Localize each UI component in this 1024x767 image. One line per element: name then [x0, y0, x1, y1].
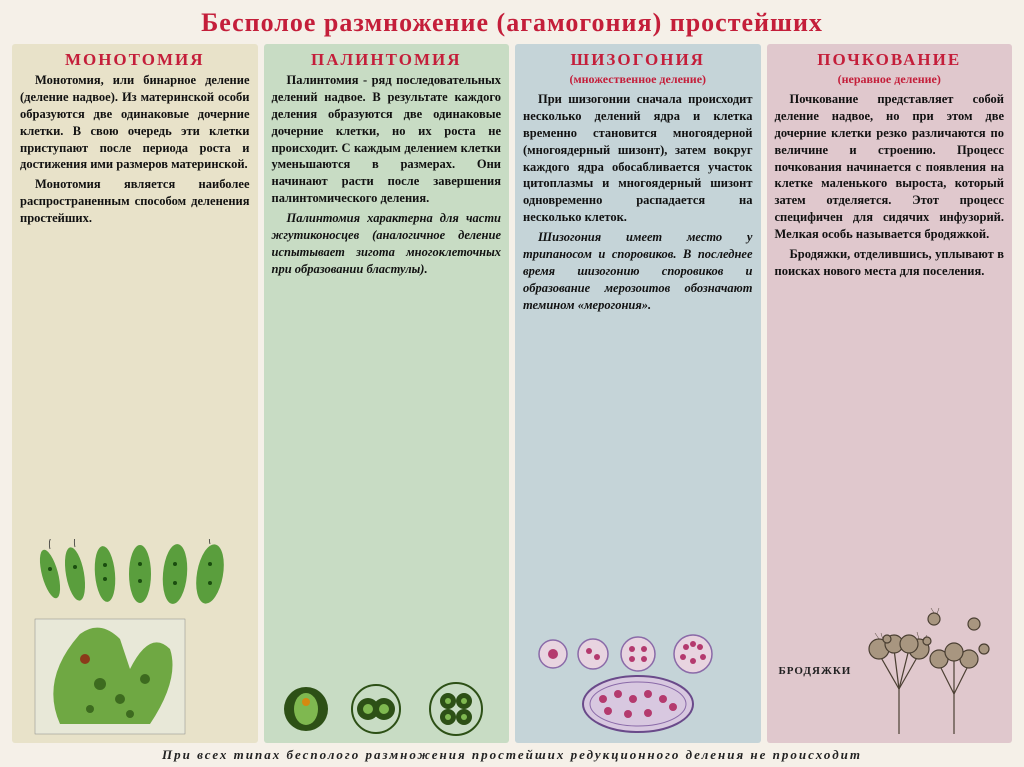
col-title-1: МОНОТОМИЯ	[20, 50, 250, 70]
col-title-3: ШИЗОГОНИЯ	[523, 50, 753, 70]
col-text-1: Монотомия, или бинарное деление (деление…	[20, 72, 250, 230]
page-title: Бесполое размножение (агамогония) просте…	[12, 8, 1012, 38]
column-palintomia: ПАЛИНТОМИЯ Палинтомия - ряд последовател…	[264, 44, 510, 743]
column-shizogonia: ШИЗОГОНИЯ (множественное деление) При ши…	[515, 44, 761, 743]
footer-note: При всех типах бесполого размножения про…	[12, 743, 1012, 763]
col-subtitle-4: (неравное деление)	[775, 72, 1005, 87]
col-subtitle-3: (множественное деление)	[523, 72, 753, 87]
column-pochkovanie: ПОЧКОВАНИЕ (неравное деление) Почкование…	[767, 44, 1013, 743]
illus-green-cells	[272, 665, 502, 739]
col-title-2: ПАЛИНТОМИЯ	[272, 50, 502, 70]
col-title-4: ПОЧКОВАНИЕ	[775, 50, 1005, 70]
illus-label-4: БРОДЯЖКИ	[779, 665, 852, 677]
columns-wrapper: МОНОТОМИЯ Монотомия, или бинарное делени…	[12, 44, 1012, 743]
col-text-2: Палинтомия - ряд последовательных делени…	[272, 72, 502, 281]
illus-budding: БРОДЯЖКИ	[775, 595, 1005, 739]
illus-euglena	[20, 535, 250, 739]
column-monotomia: МОНОТОМИЯ Монотомия, или бинарное делени…	[12, 44, 258, 743]
col-text-3: При шизогонии сначала происходит несколь…	[523, 91, 753, 316]
illus-schizont	[523, 625, 753, 739]
col-text-4: Почкование представляет собой деление на…	[775, 91, 1005, 283]
